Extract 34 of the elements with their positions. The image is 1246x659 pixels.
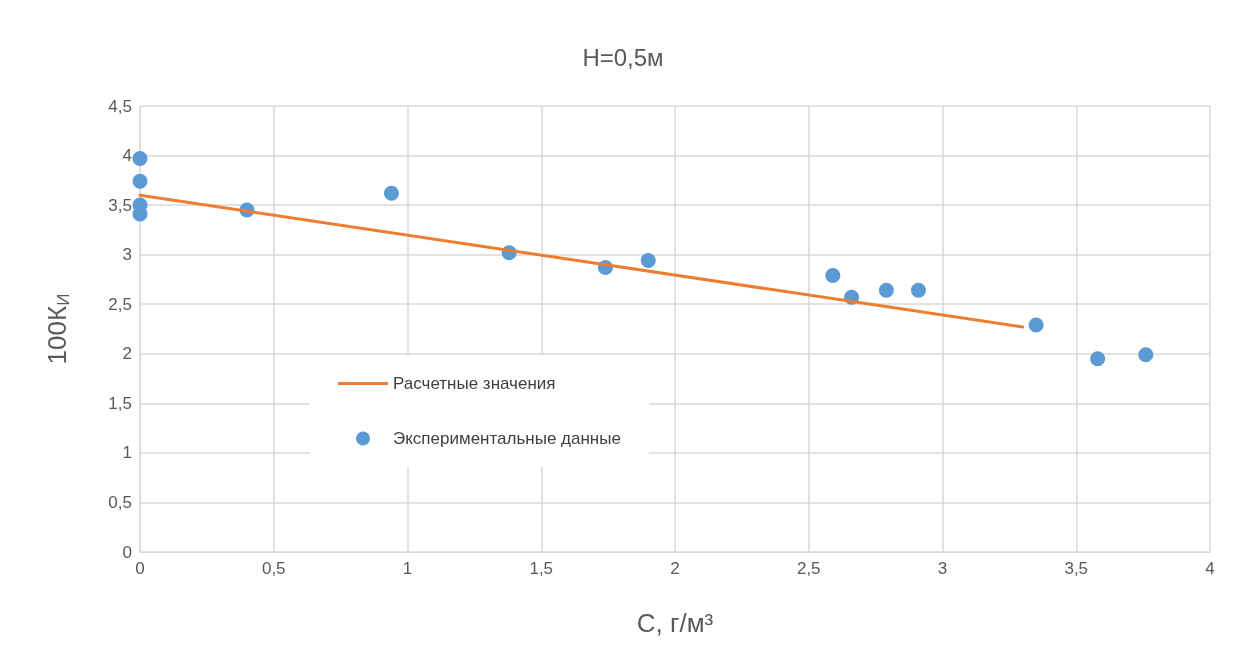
x-tick-label: 0	[135, 559, 145, 578]
y-tick-label: 3	[122, 245, 132, 265]
x-axis-title: С, г/м³	[636, 608, 714, 638]
y-tick-label: 1,5	[108, 393, 132, 413]
point	[640, 253, 656, 269]
x-tick-label: 1	[402, 559, 413, 578]
x-tick-label: 0,5	[261, 559, 286, 578]
y-tick-label: 3,5	[108, 195, 132, 215]
x-tick-label: 3,5	[1064, 559, 1089, 578]
point	[132, 173, 148, 189]
x-tick-label: 3	[937, 559, 948, 578]
point	[383, 185, 399, 201]
point	[132, 151, 148, 167]
point	[825, 267, 841, 283]
x-tick-label: 2,5	[796, 559, 821, 578]
point	[878, 282, 894, 298]
point	[1028, 317, 1044, 333]
y-tick-label: 2,5	[108, 294, 132, 314]
point	[910, 282, 926, 298]
x-tick-label: 2	[670, 559, 680, 578]
legend-label: Расчетные значения	[393, 374, 556, 393]
y-tick-label: 0	[122, 542, 132, 562]
y-tick-label: 4	[122, 146, 132, 166]
point	[1138, 347, 1154, 363]
y-tick-label: 0,5	[108, 492, 132, 512]
y-tick-label: 4,5	[108, 96, 132, 116]
legend-label: Экспериментальные данные	[393, 429, 621, 448]
y-axis-title: 100КИ	[41, 293, 73, 365]
chart-title: Н=0,5м	[582, 43, 664, 71]
point	[1090, 351, 1106, 367]
y-tick-label: 1	[122, 443, 132, 463]
y-tick-label: 2	[122, 344, 132, 364]
x-tick-label: 4	[1205, 559, 1215, 578]
x-tick-label: 1,5	[529, 559, 554, 578]
